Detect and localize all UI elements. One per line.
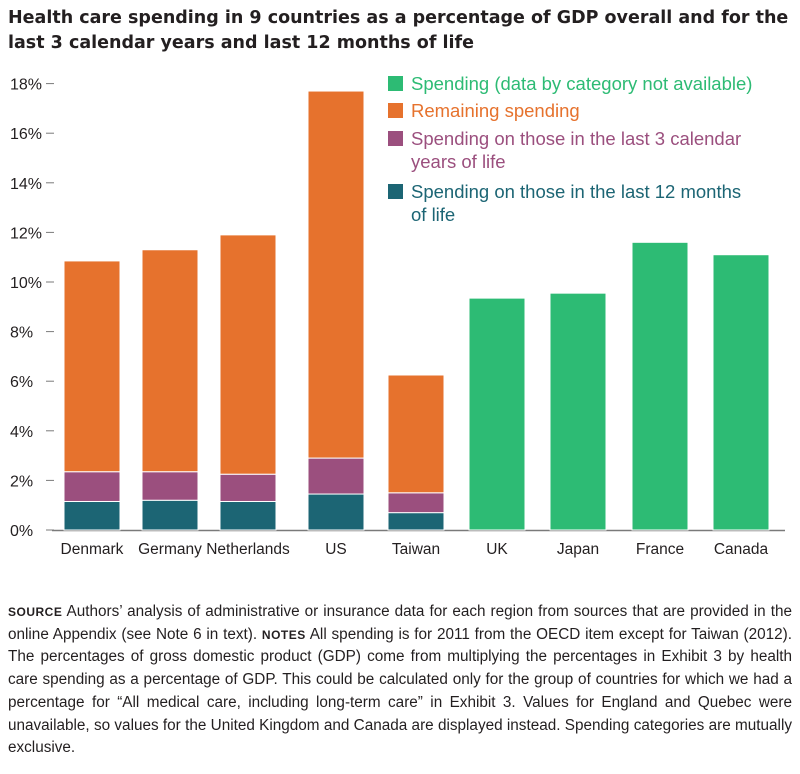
x-tick-label: Denmark [61, 541, 124, 558]
x-tick-label: UK [486, 541, 508, 558]
bar-segment [712, 254, 770, 531]
chart-title: Health care spending in 9 countries as a… [8, 8, 789, 53]
legend-swatch [388, 131, 403, 146]
bar-segment [549, 292, 607, 531]
x-tick-label: Netherlands [206, 541, 290, 558]
bar-segment [387, 512, 445, 531]
legend-swatch [388, 103, 403, 118]
bars [63, 90, 770, 531]
y-tick-label: 6% [10, 374, 33, 391]
legend-swatch [388, 76, 403, 91]
y-tick-label: 4% [10, 424, 33, 441]
bar-segment [219, 500, 277, 531]
y-tick-label: 18% [10, 77, 42, 94]
x-tick-label: Japan [557, 541, 599, 558]
legend-label: years of life [411, 151, 506, 172]
y-tick-label: 2% [10, 473, 33, 490]
legend-label: Spending on those in the last 12 months [411, 181, 741, 202]
notes-label: NOTES [261, 627, 306, 642]
x-tick-label: US [325, 541, 347, 558]
source-label: SOURCE [8, 605, 63, 619]
legend-label: Spending on those in the last 3 calendar [411, 128, 741, 149]
bar-segment [63, 260, 121, 473]
x-tick-label: Canada [714, 541, 769, 558]
x-axis-labels: Denmark Germany Netherlands US Taiwan UK Japan… [61, 541, 769, 558]
y-tick-label: 10% [10, 275, 42, 292]
legend-swatch [388, 184, 403, 199]
y-tick-label: 0% [10, 523, 33, 540]
bar-segment [219, 473, 277, 502]
stacked-bar-chart: 0% 2% 4% 6% 8% 10% 12% 14% 16% 18% Denmark Germany… [10, 73, 785, 558]
y-tick-label: 12% [10, 225, 42, 242]
bar-segment [307, 457, 365, 495]
y-tick-label: 14% [10, 176, 42, 193]
bar-segment [141, 249, 199, 473]
bar-segment [141, 471, 199, 501]
bar-segment [307, 493, 365, 531]
bar-segment [387, 492, 445, 514]
bar-segment [631, 241, 689, 531]
source-text: Authors’ analysis of administrative or i… [8, 603, 792, 643]
y-tick-label: 16% [10, 126, 42, 143]
bar-segment [63, 500, 121, 531]
legend-label: Remaining spending [411, 100, 580, 121]
footnote: SOURCE Authors’ analysis of administrati… [8, 601, 792, 760]
notes-text: All spending is for 2011 from the OECD i… [8, 625, 792, 757]
bar-segment [468, 297, 526, 531]
bar-segment [219, 234, 277, 475]
x-tick-label: France [636, 541, 684, 558]
bar-segment [141, 499, 199, 531]
legend-label: of life [411, 204, 455, 225]
legend: Spending (data by category not available… [388, 73, 752, 225]
bar-segment [63, 471, 121, 502]
bar-segment [387, 374, 445, 494]
y-tick-label: 8% [10, 325, 33, 342]
legend-label: Spending (data by category not available… [411, 73, 752, 94]
x-tick-label: Germany [138, 541, 202, 558]
bar-segment [307, 90, 365, 459]
x-tick-label: Taiwan [392, 541, 440, 558]
